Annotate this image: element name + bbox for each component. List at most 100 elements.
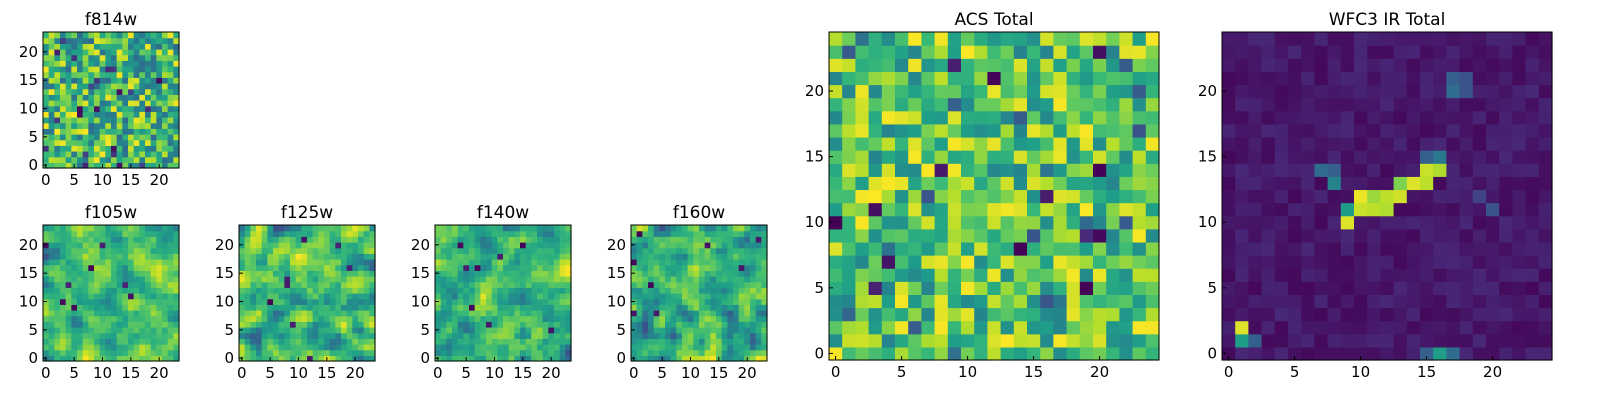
heatmap-cell	[1079, 58, 1094, 72]
heatmap-cell	[150, 298, 157, 305]
heatmap-cell	[335, 247, 342, 254]
heatmap-cell	[974, 163, 988, 177]
heatmap-cell	[65, 77, 72, 84]
heatmap-cell	[65, 37, 72, 44]
heatmap-cell	[358, 259, 365, 266]
heatmap-cell	[457, 225, 464, 232]
heatmap-cell	[559, 264, 566, 271]
heatmap-cell	[99, 242, 106, 249]
heatmap-cell	[239, 293, 246, 300]
heatmap-cell	[704, 230, 711, 237]
heatmap-cell	[167, 242, 174, 249]
heatmap-cell	[1288, 32, 1302, 46]
heatmap-cell	[855, 346, 870, 361]
heatmap-cell	[71, 139, 78, 146]
heatmap-cell	[682, 264, 689, 271]
heatmap-cell	[1106, 58, 1120, 72]
heatmap-cell	[559, 270, 566, 277]
heatmap-cell	[868, 202, 883, 217]
heatmap-cell	[1314, 241, 1329, 256]
heatmap-cell	[250, 304, 257, 311]
heatmap-cell	[1301, 346, 1315, 361]
heatmap-cell	[261, 253, 268, 260]
heatmap-cell	[868, 320, 883, 335]
heatmap-cell	[670, 355, 677, 362]
heatmap-cell	[531, 259, 538, 266]
heatmap-cell	[631, 315, 638, 322]
heatmap-cell	[987, 281, 1002, 295]
heatmap-cell	[497, 225, 504, 232]
y-tick-label: 20	[215, 236, 234, 254]
heatmap-cell	[855, 32, 870, 46]
heatmap-cell	[1145, 84, 1160, 99]
heatmap-cell	[150, 338, 157, 345]
heatmap-cell	[881, 97, 896, 112]
heatmap-cell	[1380, 45, 1395, 59]
heatmap-cell	[491, 298, 498, 305]
heatmap-cell	[60, 315, 67, 322]
heatmap-cell	[881, 58, 896, 72]
x-tick-label: 0	[237, 364, 247, 382]
heatmap-cell	[1000, 346, 1015, 361]
y-tick-label: 0	[1207, 344, 1217, 362]
heatmap-cell	[111, 276, 118, 283]
heatmap-cell	[1066, 346, 1081, 361]
heatmap-cell	[341, 287, 348, 294]
heatmap-cell	[145, 242, 152, 249]
heatmap-cell	[139, 156, 146, 163]
heatmap-cell	[1340, 307, 1355, 322]
heatmap-cell	[60, 105, 67, 112]
heatmap-cell	[250, 253, 257, 260]
heatmap-cell	[94, 134, 101, 141]
heatmap-cell	[111, 270, 118, 277]
heatmap-cell	[665, 321, 672, 328]
heatmap-cell	[48, 321, 55, 328]
heatmap-cell	[173, 242, 180, 249]
heatmap-cell	[744, 338, 751, 345]
heatmap-cell	[111, 117, 118, 124]
heatmap-cell	[1459, 320, 1474, 335]
heatmap-cell	[514, 247, 521, 254]
heatmap-cell	[71, 247, 78, 254]
heatmap-cell	[256, 293, 263, 300]
heatmap-cell	[1040, 189, 1054, 204]
heatmap-cell	[346, 349, 353, 356]
heatmap-cell	[1274, 84, 1289, 99]
heatmap-cell	[1288, 136, 1302, 151]
heatmap-cell	[284, 344, 291, 351]
heatmap-cell	[469, 332, 476, 339]
heatmap-cell	[244, 315, 251, 322]
heatmap-cell	[267, 293, 274, 300]
heatmap-cell	[352, 332, 359, 339]
heatmap-cell	[559, 230, 566, 237]
heatmap-cell	[167, 259, 174, 266]
heatmap-cell	[1406, 215, 1421, 230]
heatmap-cell	[244, 253, 251, 260]
heatmap-cell	[1486, 150, 1500, 164]
heatmap-cell	[446, 344, 453, 351]
heatmap-cell	[554, 332, 561, 339]
heatmap-cell	[469, 281, 476, 288]
heatmap-cell	[122, 298, 129, 305]
heatmap-cell	[829, 241, 843, 256]
heatmap-cell	[1512, 189, 1527, 204]
heatmap-cell	[1486, 228, 1500, 243]
heatmap-cell	[508, 287, 515, 294]
heatmap-cell	[1486, 32, 1500, 46]
heatmap-cell	[486, 298, 493, 305]
heatmap-cell	[173, 117, 180, 124]
heatmap-cell	[750, 236, 757, 243]
heatmap-cell	[156, 264, 163, 271]
heatmap-cell	[1145, 333, 1160, 348]
heatmap-cell	[665, 315, 672, 322]
heatmap-cell	[961, 228, 975, 243]
heatmap-cell	[352, 281, 359, 288]
heatmap-cell	[324, 332, 331, 339]
heatmap-cell	[755, 298, 762, 305]
heatmap-cell	[65, 236, 72, 243]
heatmap-cell	[1053, 307, 1068, 322]
x-tick-label: 10	[93, 364, 112, 382]
heatmap-cell	[250, 332, 257, 339]
heatmap-cell	[346, 304, 353, 311]
